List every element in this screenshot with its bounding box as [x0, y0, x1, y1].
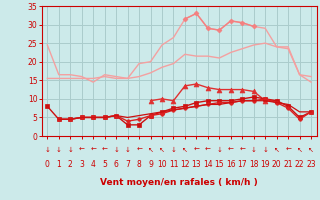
Text: ↖: ↖ [182, 147, 188, 153]
Text: 12: 12 [180, 160, 190, 169]
Text: 7: 7 [125, 160, 130, 169]
Text: ←: ← [90, 147, 96, 153]
Text: ↖: ↖ [148, 147, 154, 153]
Text: 9: 9 [148, 160, 153, 169]
Text: 17: 17 [237, 160, 247, 169]
Text: ↖: ↖ [274, 147, 280, 153]
Text: ←: ← [228, 147, 234, 153]
Text: 19: 19 [260, 160, 270, 169]
Text: ←: ← [79, 147, 85, 153]
Text: ↖: ↖ [297, 147, 302, 153]
Text: 8: 8 [137, 160, 141, 169]
Text: 5: 5 [102, 160, 107, 169]
Text: ←: ← [136, 147, 142, 153]
Text: ↖: ↖ [159, 147, 165, 153]
Text: ←: ← [194, 147, 199, 153]
Text: ↓: ↓ [67, 147, 73, 153]
Text: 22: 22 [295, 160, 304, 169]
Text: ↓: ↓ [251, 147, 257, 153]
Text: 0: 0 [45, 160, 50, 169]
Text: 14: 14 [203, 160, 213, 169]
Text: 6: 6 [114, 160, 119, 169]
Text: 1: 1 [56, 160, 61, 169]
Text: ←: ← [205, 147, 211, 153]
Text: ←: ← [102, 147, 108, 153]
Text: 13: 13 [192, 160, 201, 169]
Text: 15: 15 [214, 160, 224, 169]
Text: ←: ← [239, 147, 245, 153]
Text: 20: 20 [272, 160, 282, 169]
Text: ↓: ↓ [113, 147, 119, 153]
Text: 10: 10 [157, 160, 167, 169]
Text: 16: 16 [226, 160, 236, 169]
Text: ↓: ↓ [56, 147, 62, 153]
Text: ↖: ↖ [308, 147, 314, 153]
Text: 2: 2 [68, 160, 73, 169]
Text: 3: 3 [79, 160, 84, 169]
Text: ↓: ↓ [171, 147, 176, 153]
Text: ↓: ↓ [44, 147, 50, 153]
Text: ↓: ↓ [125, 147, 131, 153]
Text: ↓: ↓ [216, 147, 222, 153]
Text: 23: 23 [306, 160, 316, 169]
Text: ↓: ↓ [262, 147, 268, 153]
Text: 18: 18 [249, 160, 259, 169]
Text: 21: 21 [284, 160, 293, 169]
Text: ←: ← [285, 147, 291, 153]
Text: 4: 4 [91, 160, 96, 169]
Text: Vent moyen/en rafales ( km/h ): Vent moyen/en rafales ( km/h ) [100, 178, 258, 187]
Text: 11: 11 [169, 160, 178, 169]
